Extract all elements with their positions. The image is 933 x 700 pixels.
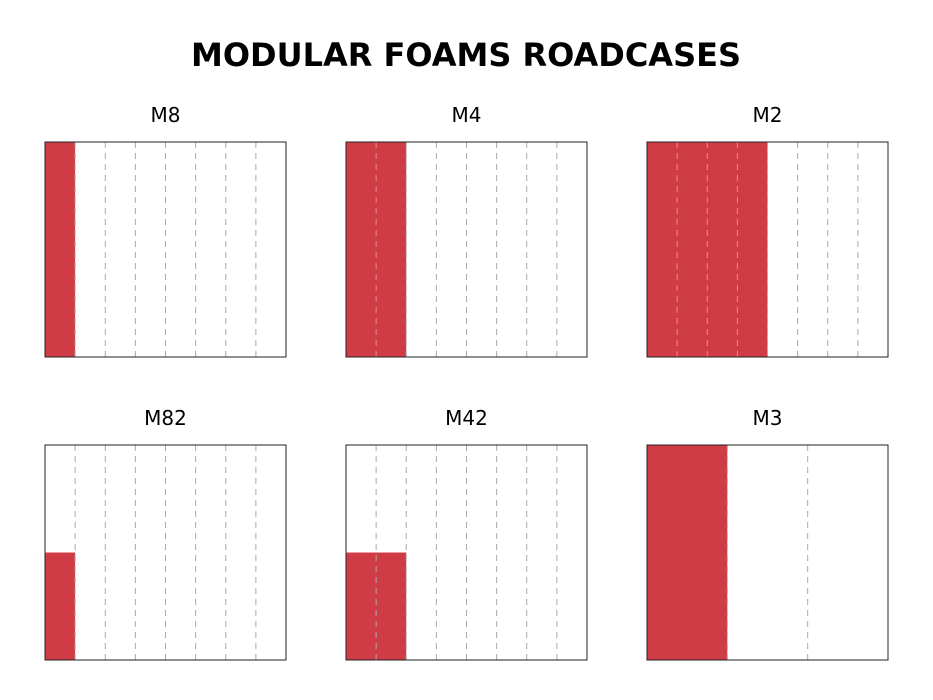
case-outline (45, 445, 286, 660)
panel-label: M3 (753, 406, 783, 430)
panel-label: M4 (452, 103, 482, 127)
case-border (646, 444, 889, 661)
case-outline (45, 142, 286, 357)
case-border (646, 141, 889, 358)
panel-label: M42 (445, 406, 488, 430)
case-border (44, 444, 287, 661)
panel-label: M8 (151, 103, 181, 127)
panel-label: M82 (144, 406, 187, 430)
foam-module (647, 445, 728, 660)
case-border (345, 444, 588, 661)
case-border (44, 141, 287, 358)
foam-module (45, 142, 76, 357)
title: MODULAR FOAMS ROADCASES (191, 36, 741, 74)
foam-module (346, 142, 407, 357)
foam-module (647, 142, 768, 357)
foam-module (45, 552, 76, 660)
panel-label: M2 (753, 103, 783, 127)
case-border (345, 141, 588, 358)
